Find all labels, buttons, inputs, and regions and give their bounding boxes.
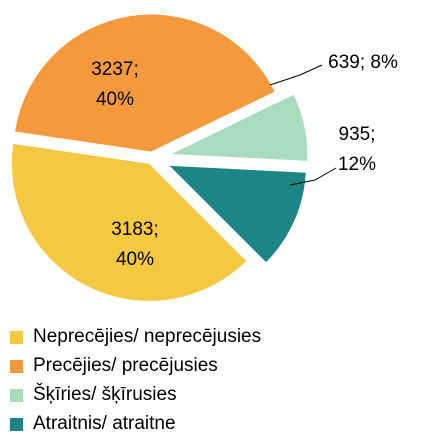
legend-label: Neprecējies/ neprecējusies: [33, 326, 262, 347]
pie-slice: [169, 93, 309, 162]
pie-slice: [167, 164, 307, 264]
legend-swatch: [10, 360, 23, 373]
legend-label: Šķīries/ šķīrusies: [33, 384, 177, 405]
leader-line: [269, 64, 323, 86]
data-label: 639; 8%: [328, 52, 398, 73]
legend-swatch: [10, 331, 23, 344]
pie-slice: [13, 13, 276, 153]
legend-label: Precējies/ precējusies: [33, 355, 218, 376]
data-label: 935; 12%: [337, 124, 377, 175]
legend-swatch: [10, 389, 23, 402]
legend-swatch: [10, 418, 23, 431]
leader-line: [289, 167, 337, 186]
legend-label: Atraitnis/ atraitne: [33, 413, 176, 434]
data-label: 3183; 40%: [111, 219, 159, 270]
data-label: 3237; 40%: [91, 59, 139, 110]
pie-slice: [10, 142, 248, 302]
